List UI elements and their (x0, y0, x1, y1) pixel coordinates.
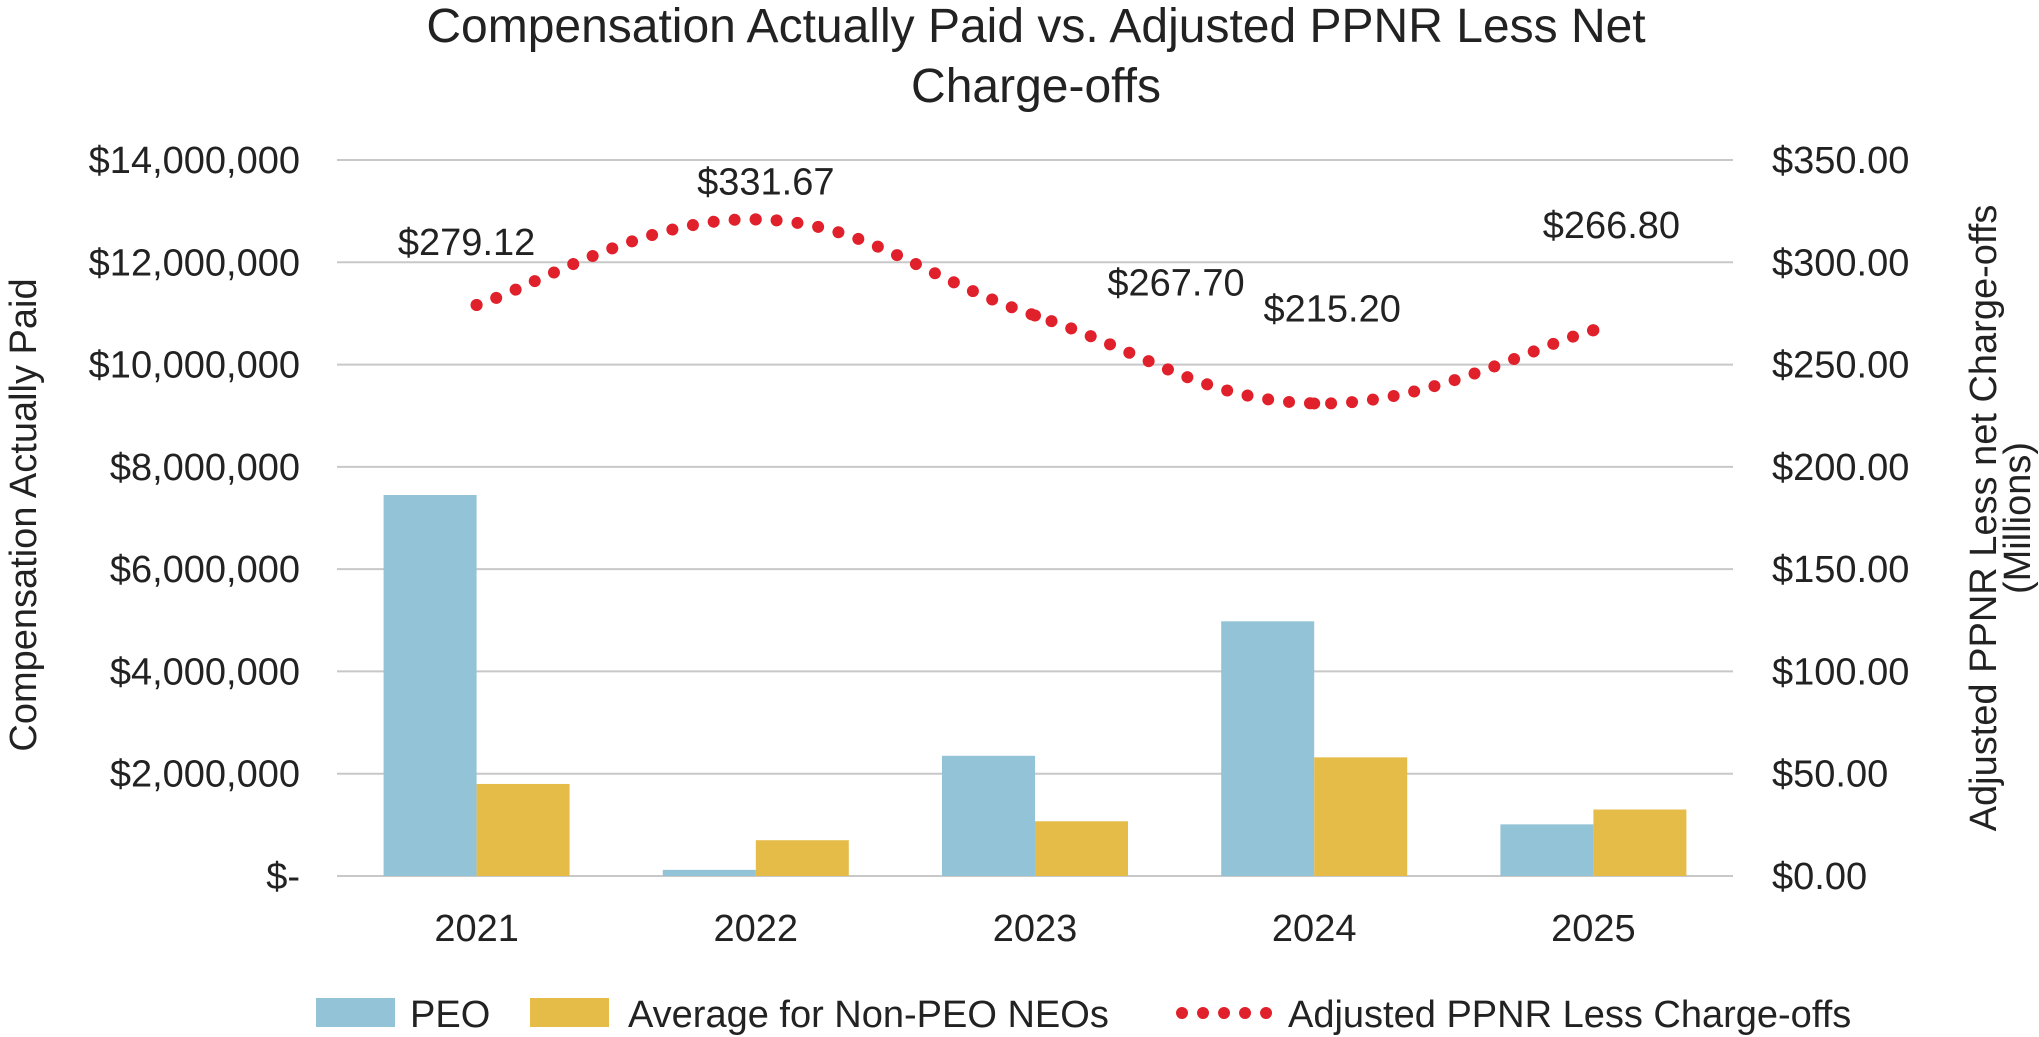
bar-peo-2025 (1500, 824, 1594, 876)
bar-peo-2023 (942, 755, 1035, 876)
ppnr-point-2021 (470, 299, 483, 312)
bar-peo-2024 (1221, 621, 1315, 876)
right-axis-ticks: $0.00 $50.00 $100.00 $150.00 $200.00 $250.00 $… (1772, 140, 1909, 898)
legend-neo-label: Average for Non-PEO NEOs (628, 994, 1109, 1036)
ppnr-data-label-2024: $215.20 (1264, 288, 1401, 330)
left-tick-label: $4,000,000 (110, 651, 300, 693)
x-tick-label: 2022 (714, 908, 799, 950)
legend: PEO Average for Non-PEO NEOs Adjusted PP… (316, 994, 1851, 1036)
left-tick-label: $14,000,000 (89, 140, 300, 182)
bar-neo-2022 (755, 840, 849, 876)
bar-peo-2022 (662, 869, 756, 876)
left-tick-label: $8,000,000 (110, 447, 300, 489)
bar-peo-2021 (383, 494, 477, 876)
ppnr-point-2023 (1029, 309, 1041, 322)
left-tick-label: $10,000,000 (89, 345, 300, 387)
legend-peo-label: PEO (410, 994, 490, 1036)
right-axis-label-line-1: Adjusted PPNR Less net Charge-offs (1963, 205, 2005, 832)
x-axis-ticks: 2021 2022 2023 2024 2025 (434, 908, 1635, 950)
ppnr-data-label-2022: $331.67 (697, 161, 834, 203)
right-tick-label: $100.00 (1772, 651, 1909, 693)
right-tick-label: $200.00 (1772, 447, 1909, 489)
right-tick-label: $300.00 (1772, 242, 1909, 284)
x-tick-label: 2025 (1551, 908, 1636, 950)
bar-neo-2023 (1035, 821, 1128, 876)
ppnr-data-label-2021: $279.12 (398, 222, 535, 264)
left-tick-label: $- (266, 856, 300, 898)
bar-neo-2024 (1314, 757, 1408, 876)
right-tick-label: $50.00 (1772, 754, 1888, 796)
right-tick-label: $0.00 (1772, 856, 1867, 898)
right-axis-label-line-2: (Millions) (1997, 442, 2039, 594)
left-tick-label: $6,000,000 (110, 549, 300, 591)
right-tick-label: $350.00 (1772, 140, 1909, 182)
legend-ppnr-label: Adjusted PPNR Less Charge-offs (1288, 994, 1851, 1036)
left-tick-label: $12,000,000 (89, 242, 300, 284)
x-tick-label: 2021 (434, 908, 519, 950)
bar-neo-2021 (476, 783, 570, 876)
x-tick-label: 2023 (993, 908, 1078, 950)
left-tick-label: $2,000,000 (110, 754, 300, 796)
chart-title-line-2: Charge-offs (911, 60, 1161, 113)
left-axis-ticks: $- $2,000,000 $4,000,000 $6,000,000 $8,000,0… (89, 140, 300, 898)
ppnr-data-label-2023: $267.70 (1107, 262, 1244, 304)
bars (383, 494, 1687, 876)
bar-neo-2025 (1593, 809, 1687, 876)
ppnr-point-2025 (1587, 324, 1600, 337)
ppnr-line (470, 213, 1600, 410)
ppnr-point-2024 (1308, 397, 1321, 410)
legend-peo-swatch (316, 998, 395, 1027)
ppnr-data-label-2025: $266.80 (1543, 205, 1680, 247)
right-tick-label: $250.00 (1772, 345, 1909, 387)
legend-neo-swatch (530, 998, 609, 1027)
left-axis-label: Compensation Actually Paid (3, 278, 45, 751)
ppnr-data-labels: $279.12 $331.67 $267.70 $215.20 $266.80 (398, 161, 1680, 330)
ppnr-point-2022 (749, 213, 762, 226)
right-tick-label: $150.00 (1772, 549, 1909, 591)
chart-title-line-1: Compensation Actually Paid vs. Adjusted … (426, 0, 1645, 53)
x-tick-label: 2024 (1272, 908, 1357, 950)
